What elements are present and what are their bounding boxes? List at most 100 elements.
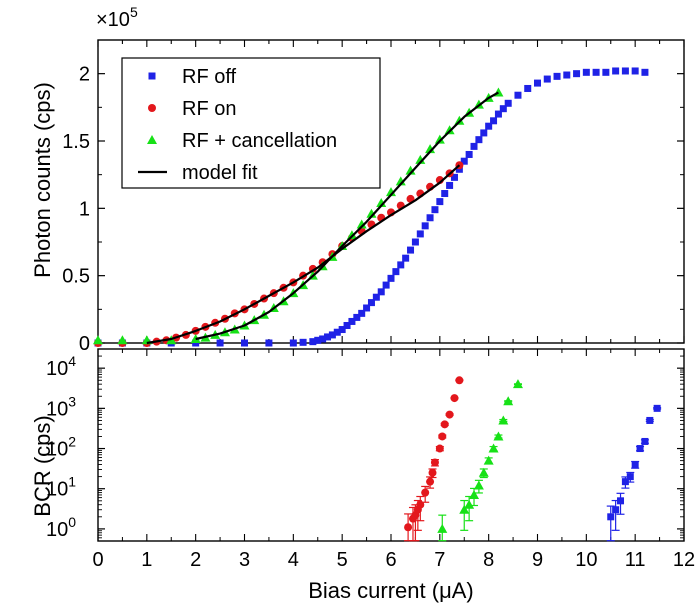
legend: RF off RF on RF + cancellation model fit: [121, 57, 381, 189]
data-point-rf-off: [343, 321, 351, 329]
data-point-rf-off: [319, 335, 327, 343]
x-tick-label: 8: [483, 549, 494, 571]
data-point-rf-off: [416, 230, 424, 238]
bcr-point-rf-off: [646, 416, 654, 424]
data-point-rf-cancellation: [405, 165, 416, 175]
data-point-rf-cancellation: [346, 230, 357, 240]
data-point-rf-off: [504, 99, 512, 107]
bcr-series-rf-on: [404, 376, 464, 542]
data-point-rf-off: [490, 117, 498, 125]
data-point-rf-off: [441, 190, 449, 198]
x-tick-label: 5: [337, 549, 348, 571]
data-point-rf-off: [309, 338, 317, 346]
data-point-rf-off: [358, 309, 366, 317]
bcr-point-rf-cancellation: [493, 431, 504, 441]
data-point-rf-off: [192, 339, 200, 347]
x-tick-label: 10: [575, 549, 597, 571]
data-point-rf-cancellation: [444, 125, 455, 135]
bcr-point-rf-cancellation: [469, 489, 480, 499]
data-point-rf-off: [450, 173, 458, 181]
data-point-rf-off: [421, 222, 429, 230]
data-point-rf-cancellation: [117, 335, 128, 345]
bcr-point-rf-off: [631, 461, 639, 469]
bcr-point-rf-off: [653, 404, 661, 412]
legend-box: [121, 57, 381, 189]
bcr-point-rf-on: [421, 488, 430, 497]
legend-marker-rf-off: [148, 72, 156, 80]
bcr-point-rf-off: [621, 478, 629, 486]
bottom-ylabel: BCR (cps): [30, 415, 55, 516]
data-point-rf-off: [534, 79, 541, 87]
bcr-point-rf-off: [617, 497, 625, 505]
bottom-plot-frame: [97, 348, 685, 542]
data-point-rf-off: [470, 142, 478, 150]
data-point-rf-off: [333, 328, 341, 336]
x-tick-label: 6: [385, 549, 396, 571]
bcr-point-rf-off: [612, 506, 620, 514]
data-point-rf-off: [363, 304, 371, 312]
top-ytick-label: 1: [79, 198, 90, 220]
model-fit-line-2: [195, 91, 499, 341]
data-point-rf-off: [621, 67, 629, 75]
bcr-point-rf-cancellation: [464, 499, 475, 509]
bcr-point-rf-cancellation: [488, 443, 499, 453]
bcr-point-rf-cancellation: [498, 415, 509, 425]
data-point-rf-cancellation: [415, 154, 426, 164]
legend-label-rf-on: RF on: [182, 98, 236, 120]
data-point-rf-off: [338, 326, 346, 334]
data-point-rf-off: [602, 68, 610, 76]
data-point-rf-off: [377, 288, 385, 296]
x-tick-label: 0: [92, 549, 103, 571]
bottom-ytick-label: 101: [46, 474, 76, 501]
bottom-ytick-label: 102: [46, 434, 76, 461]
bcr-point-rf-on: [428, 468, 437, 477]
data-point-rf-off: [372, 293, 380, 301]
top-ytick-label: 0: [79, 333, 90, 355]
data-point-rf-off: [328, 331, 336, 339]
data-point-rf-off: [353, 313, 361, 321]
bcr-point-rf-off: [636, 445, 644, 453]
bcr-point-rf-on: [455, 376, 464, 385]
data-point-rf-off: [573, 70, 581, 78]
data-point-rf-cancellation: [425, 144, 436, 154]
bcr-point-rf-cancellation: [503, 396, 514, 406]
data-point-rf-off: [475, 136, 483, 144]
bcr-point-rf-on: [435, 444, 444, 453]
x-axis-label: Bias current (μA): [308, 578, 474, 603]
data-point-rf-off: [631, 67, 639, 75]
legend-label-rf-cancellation: RF + cancellation: [182, 130, 337, 152]
data-point-rf-off: [299, 338, 307, 346]
data-point-rf-off: [514, 91, 522, 99]
data-point-rf-off: [431, 206, 439, 214]
bcr-point-rf-on: [426, 477, 435, 486]
bcr-series-rf-off: [606, 404, 662, 542]
legend-marker-rf-on: [148, 104, 156, 112]
data-point-rf-off: [641, 68, 649, 76]
bcr-point-rf-off: [607, 513, 615, 521]
bcr-point-rf-cancellation: [459, 504, 470, 514]
data-point-rf-off: [241, 339, 248, 347]
data-point-rf-off: [436, 198, 444, 206]
data-point-rf-cancellation: [395, 176, 406, 186]
bcr-series-rf-cancellation: [437, 379, 523, 542]
bcr-point-rf-cancellation: [483, 455, 494, 465]
data-point-rf-off: [216, 339, 224, 347]
data-point-rf-off: [494, 110, 502, 118]
data-point-rf-off: [382, 281, 390, 289]
data-point-rf-off: [499, 105, 507, 113]
data-point-rf-off: [397, 261, 405, 269]
bcr-point-rf-on: [404, 523, 413, 532]
bottom-ytick-label: 100: [46, 514, 76, 541]
data-point-rf-off: [407, 246, 415, 254]
legend-label-model-fit: model fit: [182, 162, 258, 184]
bcr-point-rf-on: [445, 410, 454, 419]
top-ytick-label: 0.5: [62, 266, 90, 288]
bottom-ytick-label: 103: [46, 393, 76, 420]
bcr-point-rf-cancellation: [512, 379, 523, 389]
data-point-rf-off: [387, 274, 395, 282]
data-point-rf-off: [460, 157, 468, 165]
top-panel: 0 0.5 1 1.5 2: [62, 39, 685, 355]
data-point-rf-off: [563, 71, 571, 79]
